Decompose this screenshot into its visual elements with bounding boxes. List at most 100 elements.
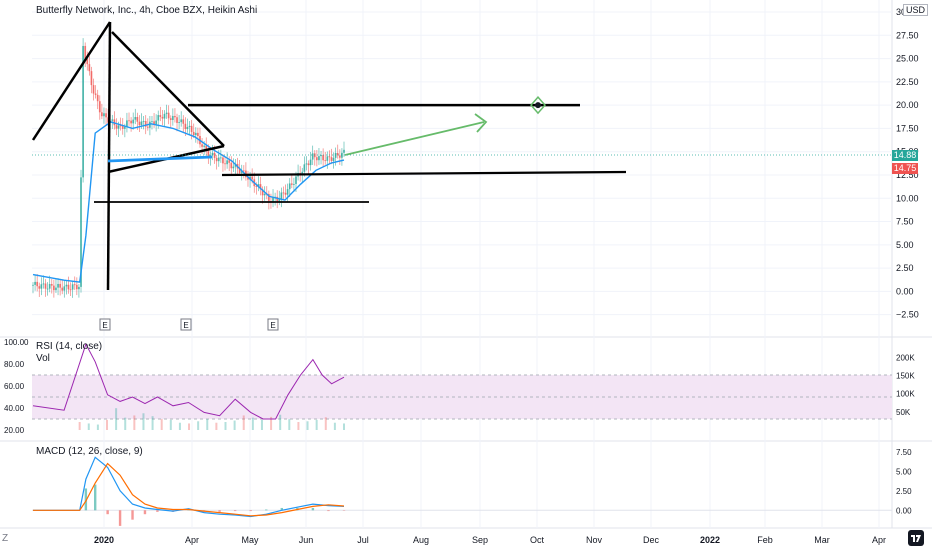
candle-body <box>132 119 135 124</box>
candle-body <box>55 287 57 291</box>
candle-body <box>73 284 76 286</box>
volume-tick-label: 200K <box>896 353 915 362</box>
candle-body <box>119 125 122 127</box>
volume-bar <box>251 417 254 430</box>
projection-arrowhead <box>474 113 488 133</box>
candle-body <box>32 284 34 286</box>
candle-body <box>140 121 143 126</box>
currency-label[interactable]: USD <box>902 4 928 16</box>
candle-body <box>80 177 82 287</box>
candle-body <box>138 121 141 126</box>
candle-body <box>284 192 287 195</box>
candle-body <box>190 125 193 132</box>
volume-bar <box>206 419 209 430</box>
candle-body <box>117 125 120 129</box>
candle-body <box>278 199 281 202</box>
macd-histogram-bar <box>94 484 97 511</box>
rsi-title: RSI (14, close) <box>36 341 103 352</box>
price-tick-label: 17.50 <box>896 123 919 133</box>
candle-body <box>242 170 245 172</box>
candle-body <box>121 125 124 129</box>
volume-title: Vol <box>36 353 50 364</box>
tradingview-logo-icon[interactable] <box>908 530 924 546</box>
macd-histogram-bar <box>311 507 315 511</box>
candle-body <box>272 197 274 203</box>
macd-histogram-bar <box>84 488 88 511</box>
macd-histogram-bar <box>249 510 252 512</box>
candle-body <box>182 119 185 124</box>
candle-body <box>176 117 178 123</box>
volume-bar <box>151 416 154 430</box>
signal-line <box>33 462 345 517</box>
target-marker-dot <box>535 102 541 109</box>
candle-body <box>326 156 329 161</box>
candle-body <box>50 284 53 286</box>
candle-body <box>59 283 62 288</box>
trendline-drawing <box>106 21 112 291</box>
macd-title: MACD (12, 26, close, 9) <box>36 446 143 457</box>
candle-body <box>343 149 345 153</box>
chart-title: Butterfly Network, Inc., 4h, Cboe BZX, H… <box>36 5 258 16</box>
volume-bar <box>324 417 327 430</box>
rsi-line <box>32 342 345 420</box>
candle-body <box>71 284 74 290</box>
candle-body <box>207 151 210 158</box>
candle-body <box>240 170 243 173</box>
time-tick-label: Feb <box>757 535 773 545</box>
candle-body <box>196 132 199 136</box>
candle-body <box>290 183 293 185</box>
macd-tick-label: 5.00 <box>896 467 912 476</box>
candle-body <box>194 132 197 136</box>
candle-body <box>305 163 308 165</box>
candle-body <box>100 112 103 117</box>
volume-bar <box>233 420 236 430</box>
candle-body <box>257 184 260 187</box>
candle-body <box>238 168 241 173</box>
candle-body <box>307 163 310 166</box>
support-level <box>221 170 627 177</box>
candle-body <box>165 112 168 114</box>
trendline-drawing <box>111 31 225 147</box>
candle-body <box>48 284 51 289</box>
candle-body <box>130 120 133 124</box>
timezone-label[interactable]: Z <box>2 533 9 544</box>
price-tick-label: −2.50 <box>896 310 919 320</box>
candle-body <box>61 287 64 291</box>
candle-body <box>211 152 214 156</box>
candle-body <box>286 189 289 195</box>
macd-histogram-bar <box>233 510 237 512</box>
candle-body <box>157 115 160 121</box>
rsi-tick-label: 80.00 <box>4 360 25 369</box>
price-tick-label: 22.50 <box>896 77 919 87</box>
candle-body <box>261 189 264 196</box>
candle-body <box>328 156 331 158</box>
candle-body <box>219 157 222 159</box>
volume-bar <box>297 422 300 430</box>
candle-body <box>136 117 139 122</box>
price-tick-label: 20.00 <box>896 100 919 110</box>
candle-body <box>228 160 231 163</box>
candle-body <box>226 160 229 165</box>
macd-tick-label: 2.50 <box>896 487 912 496</box>
candle-body <box>36 281 39 287</box>
candle-body <box>217 157 220 162</box>
candle-body <box>303 164 306 172</box>
volume-bar <box>124 417 127 430</box>
candle-body <box>320 155 322 157</box>
candle-body <box>309 159 312 166</box>
earnings-marker-label: E <box>183 321 188 330</box>
candle-body <box>126 120 128 127</box>
target-marker-icon <box>530 95 546 115</box>
volume-tick-label: 150K <box>896 371 915 380</box>
volume-bar <box>279 414 282 430</box>
candle-body <box>336 152 339 156</box>
volume-bar <box>270 416 273 430</box>
candle-body <box>75 284 78 290</box>
candle-body <box>203 145 206 147</box>
candle-body <box>134 117 137 120</box>
candle-body <box>82 45 84 178</box>
volume-bar <box>215 422 218 430</box>
candle-body <box>205 145 208 152</box>
candle-body <box>222 157 224 164</box>
